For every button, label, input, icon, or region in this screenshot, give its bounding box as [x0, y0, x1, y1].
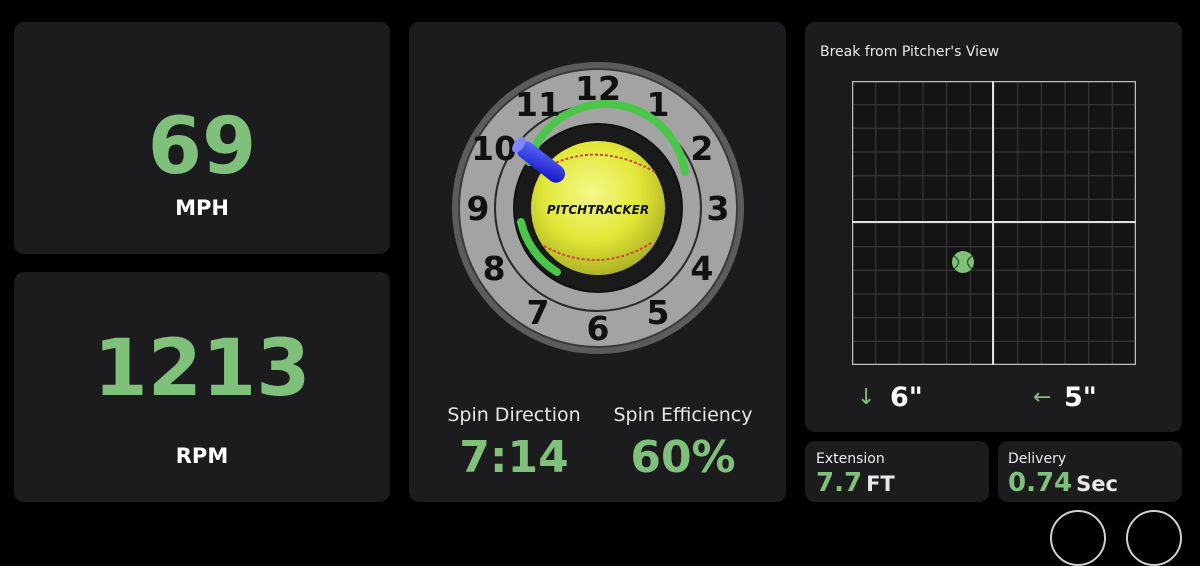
nav-circle-button-right[interactable]	[1126, 510, 1182, 566]
arrow-down-icon: ↓	[857, 385, 876, 410]
clock-number-2: 2	[690, 129, 713, 168]
spin-card: 12 1 2 3 4 5 6 7 8 9 10 11 PITCHTRACKER Spin Direct…	[409, 22, 786, 502]
spin-efficiency-value: 60%	[630, 432, 736, 483]
ball-brand: PITCHTRACKER	[547, 203, 649, 217]
clock-number-7: 7	[527, 293, 550, 332]
delivery-value: 0.74	[1008, 468, 1073, 498]
clock-number-9: 9	[467, 189, 490, 228]
delivery-card: Delivery 0.74 Sec	[998, 441, 1182, 502]
softball-seam-top	[546, 153, 656, 173]
spin-rate-card: 1213 RPM	[14, 272, 390, 502]
clock-number-10: 10	[471, 129, 517, 168]
nav-circle-button-left[interactable]	[1050, 510, 1106, 566]
delivery-unit: Sec	[1076, 472, 1118, 496]
pitch-ball-icon	[952, 251, 974, 273]
clock-number-5: 5	[647, 293, 670, 332]
clock-number-3: 3	[707, 189, 730, 228]
spin-direction-value: 7:14	[459, 432, 569, 483]
speed-value: 69	[147, 102, 257, 192]
spin-efficiency-label: Spin Efficiency	[613, 404, 753, 426]
softball-seam-bottom	[543, 241, 654, 262]
break-title: Break from Pitcher's View	[820, 44, 1000, 60]
spin-axis-icon	[512, 137, 565, 183]
spin-rate-value: 1213	[93, 324, 311, 414]
break-card: Break from Pitcher's View ↓ 6" ← 5"	[805, 22, 1182, 432]
horizontal-break-value: 5"	[1064, 382, 1097, 413]
extension-value: 7.7	[816, 468, 863, 498]
arrow-left-icon: ←	[1033, 385, 1052, 410]
spin-arc-lower	[517, 218, 561, 276]
spin-arc	[525, 100, 689, 176]
speed-unit: MPH	[175, 196, 229, 220]
extension-value-row: 7.7 FT	[816, 468, 895, 498]
spin-rate-unit: RPM	[175, 444, 229, 468]
delivery-label: Delivery	[1008, 451, 1067, 467]
extension-card: Extension 7.7 FT	[805, 441, 989, 502]
break-grid	[852, 81, 1136, 365]
extension-unit: FT	[866, 472, 895, 496]
clock-number-6: 6	[587, 309, 610, 348]
delivery-value-row: 0.74 Sec	[1008, 468, 1118, 498]
speed-card: 69 MPH	[14, 22, 390, 254]
clock-number-8: 8	[483, 249, 506, 288]
spin-direction-label: Spin Direction	[447, 404, 581, 426]
extension-label: Extension	[816, 451, 885, 467]
clock-number-4: 4	[690, 249, 713, 288]
vertical-break-value: 6"	[890, 382, 923, 413]
clock-number-11: 11	[515, 85, 561, 124]
